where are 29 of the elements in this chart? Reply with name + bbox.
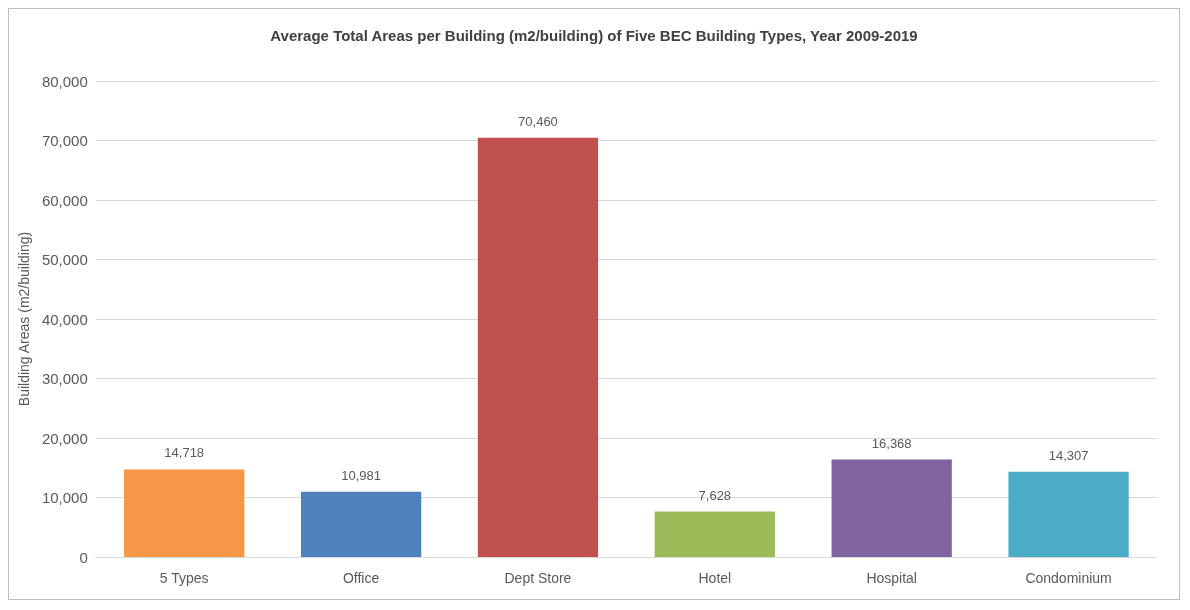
- bar: [477, 137, 599, 557]
- data-label: 70,460: [518, 113, 558, 129]
- x-tick-label: Hospital: [866, 570, 917, 586]
- data-label: 7,628: [698, 487, 732, 503]
- bar: [300, 491, 422, 557]
- y-tick-label: 40,000: [41, 310, 88, 328]
- y-tick-label: 30,000: [41, 370, 88, 387]
- x-tick-label: 5 Types: [159, 570, 209, 586]
- y-tick-label: 20,000: [41, 429, 88, 447]
- y-tick-label: 80,000: [41, 72, 88, 90]
- y-tick-label: 10,000: [41, 489, 88, 506]
- data-label: 14,718: [164, 445, 205, 461]
- bar: [124, 469, 245, 557]
- x-tick-label: Dept Store: [504, 570, 572, 586]
- bar: [1008, 471, 1129, 557]
- data-label: 14,307: [1048, 447, 1089, 463]
- bar: [654, 511, 775, 557]
- x-tick-label: Office: [342, 570, 380, 586]
- x-tick-label: Hotel: [698, 570, 732, 586]
- y-axis-title: Building Areas (m2/building): [16, 231, 32, 407]
- chart-title: Average Total Areas per Building (m2/building) of Five BEC Building Types, Year 2009-2019: [270, 27, 918, 44]
- y-tick-label: 60,000: [41, 191, 88, 209]
- y-tick-label: 50,000: [41, 251, 88, 268]
- y-tick-label: 70,000: [41, 132, 88, 149]
- y-tick-label: 0: [79, 548, 88, 566]
- x-tick-label: Condominium: [1025, 570, 1112, 586]
- bar: [831, 459, 952, 557]
- data-label: 16,368: [871, 435, 912, 451]
- data-label: 10,981: [341, 467, 381, 483]
